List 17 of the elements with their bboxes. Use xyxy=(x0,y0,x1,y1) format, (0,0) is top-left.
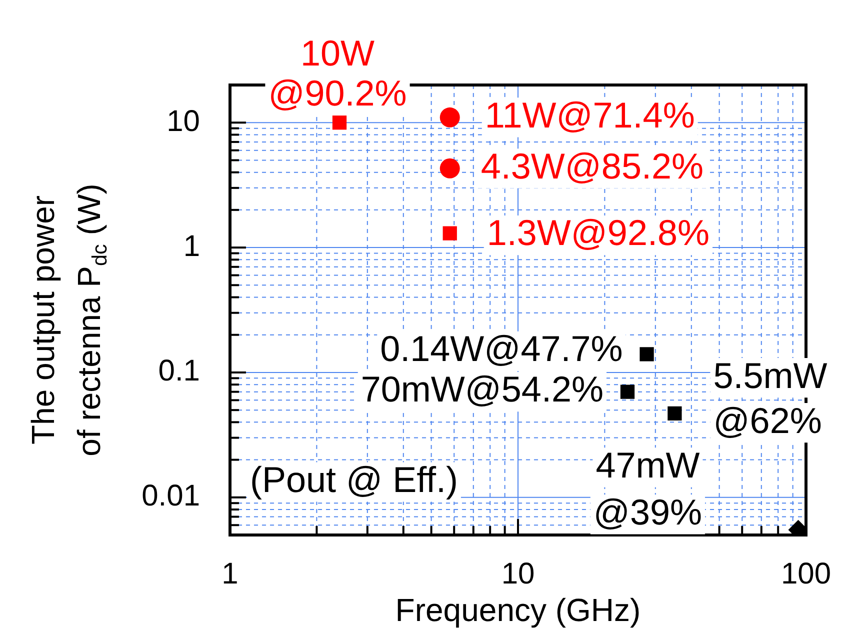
annotation: 10W @90.2% xyxy=(268,32,407,114)
y-tick-label: 0.1 xyxy=(158,354,200,388)
annotation: 11W@71.4% xyxy=(484,94,695,136)
y-tick-label: 1 xyxy=(183,230,200,263)
annotation: 70mW@54.2% xyxy=(360,368,604,410)
annotation: 0.14W@47.7% xyxy=(380,328,623,370)
x-tick-label: 1 xyxy=(222,557,238,590)
y-tick-label: 0.01 xyxy=(142,480,200,513)
annotation: (Pout @ Eff.) xyxy=(250,458,458,500)
annotation: 47mW @39% xyxy=(593,444,702,532)
annotation: 1.3W@92.8% xyxy=(486,212,710,254)
annotation: 4.3W@85.2% xyxy=(480,145,704,186)
y-tick-label: 10 xyxy=(166,104,200,138)
annotation: 5.5mW @62% xyxy=(713,354,828,441)
x-tick-label: 10 xyxy=(501,557,535,590)
x-tick-label: 100 xyxy=(780,557,832,590)
x-axis-title: Frequency (GHz) xyxy=(395,592,641,628)
